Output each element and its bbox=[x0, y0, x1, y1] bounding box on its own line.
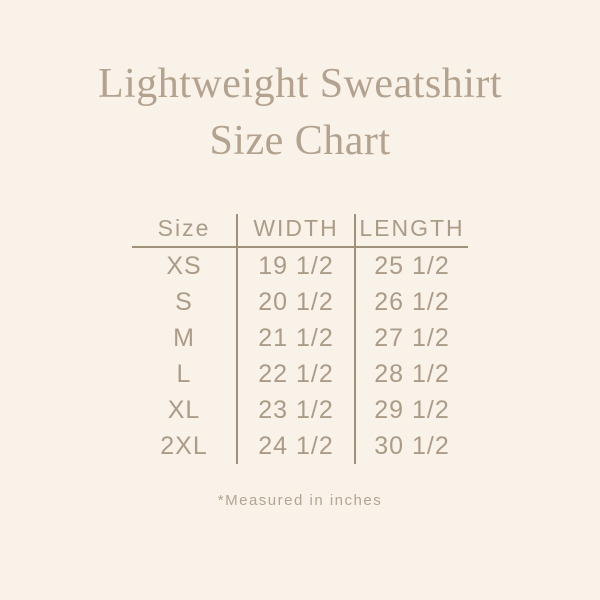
table-cell-length: 30 1/2 bbox=[374, 431, 450, 460]
table-cell-size: 2XL bbox=[160, 431, 208, 460]
table-cell-width: 22 1/2 bbox=[236, 356, 356, 392]
measurement-footnote: *Measured in inches bbox=[217, 492, 383, 509]
table-cell-size: M bbox=[173, 323, 195, 352]
column-header-size: Size bbox=[132, 214, 236, 248]
table-cell-length: 28 1/2 bbox=[374, 359, 450, 388]
table-cell-length: 29 1/2 bbox=[374, 395, 450, 424]
table-cell-size: XL bbox=[167, 395, 201, 424]
table-cell-size: L bbox=[176, 359, 192, 388]
page-title: Lightweight Sweatshirt Size Chart bbox=[0, 0, 600, 170]
table-cell-width: 20 1/2 bbox=[236, 284, 356, 320]
table-cell-width: 19 1/2 bbox=[236, 248, 356, 284]
title-line-2: Size Chart bbox=[209, 118, 391, 164]
title-line-1: Lightweight Sweatshirt bbox=[97, 61, 503, 107]
table-cell-length: 26 1/2 bbox=[374, 287, 450, 316]
size-table: Size WIDTH LENGTH XS 19 1/2 25 1/2 S 20 … bbox=[132, 214, 468, 464]
table-cell-width: 21 1/2 bbox=[236, 320, 356, 356]
table-cell-width: 24 1/2 bbox=[236, 428, 356, 464]
table-cell-size: S bbox=[175, 287, 193, 316]
column-header-width: WIDTH bbox=[236, 214, 356, 248]
table-cell-length: 27 1/2 bbox=[374, 323, 450, 352]
table-cell-width: 23 1/2 bbox=[236, 392, 356, 428]
table-cell-length: 25 1/2 bbox=[374, 251, 450, 280]
column-header-length: LENGTH bbox=[356, 214, 468, 248]
table-cell-size: XS bbox=[166, 251, 202, 280]
